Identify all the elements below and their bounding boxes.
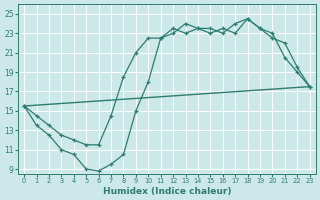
X-axis label: Humidex (Indice chaleur): Humidex (Indice chaleur)	[103, 187, 231, 196]
